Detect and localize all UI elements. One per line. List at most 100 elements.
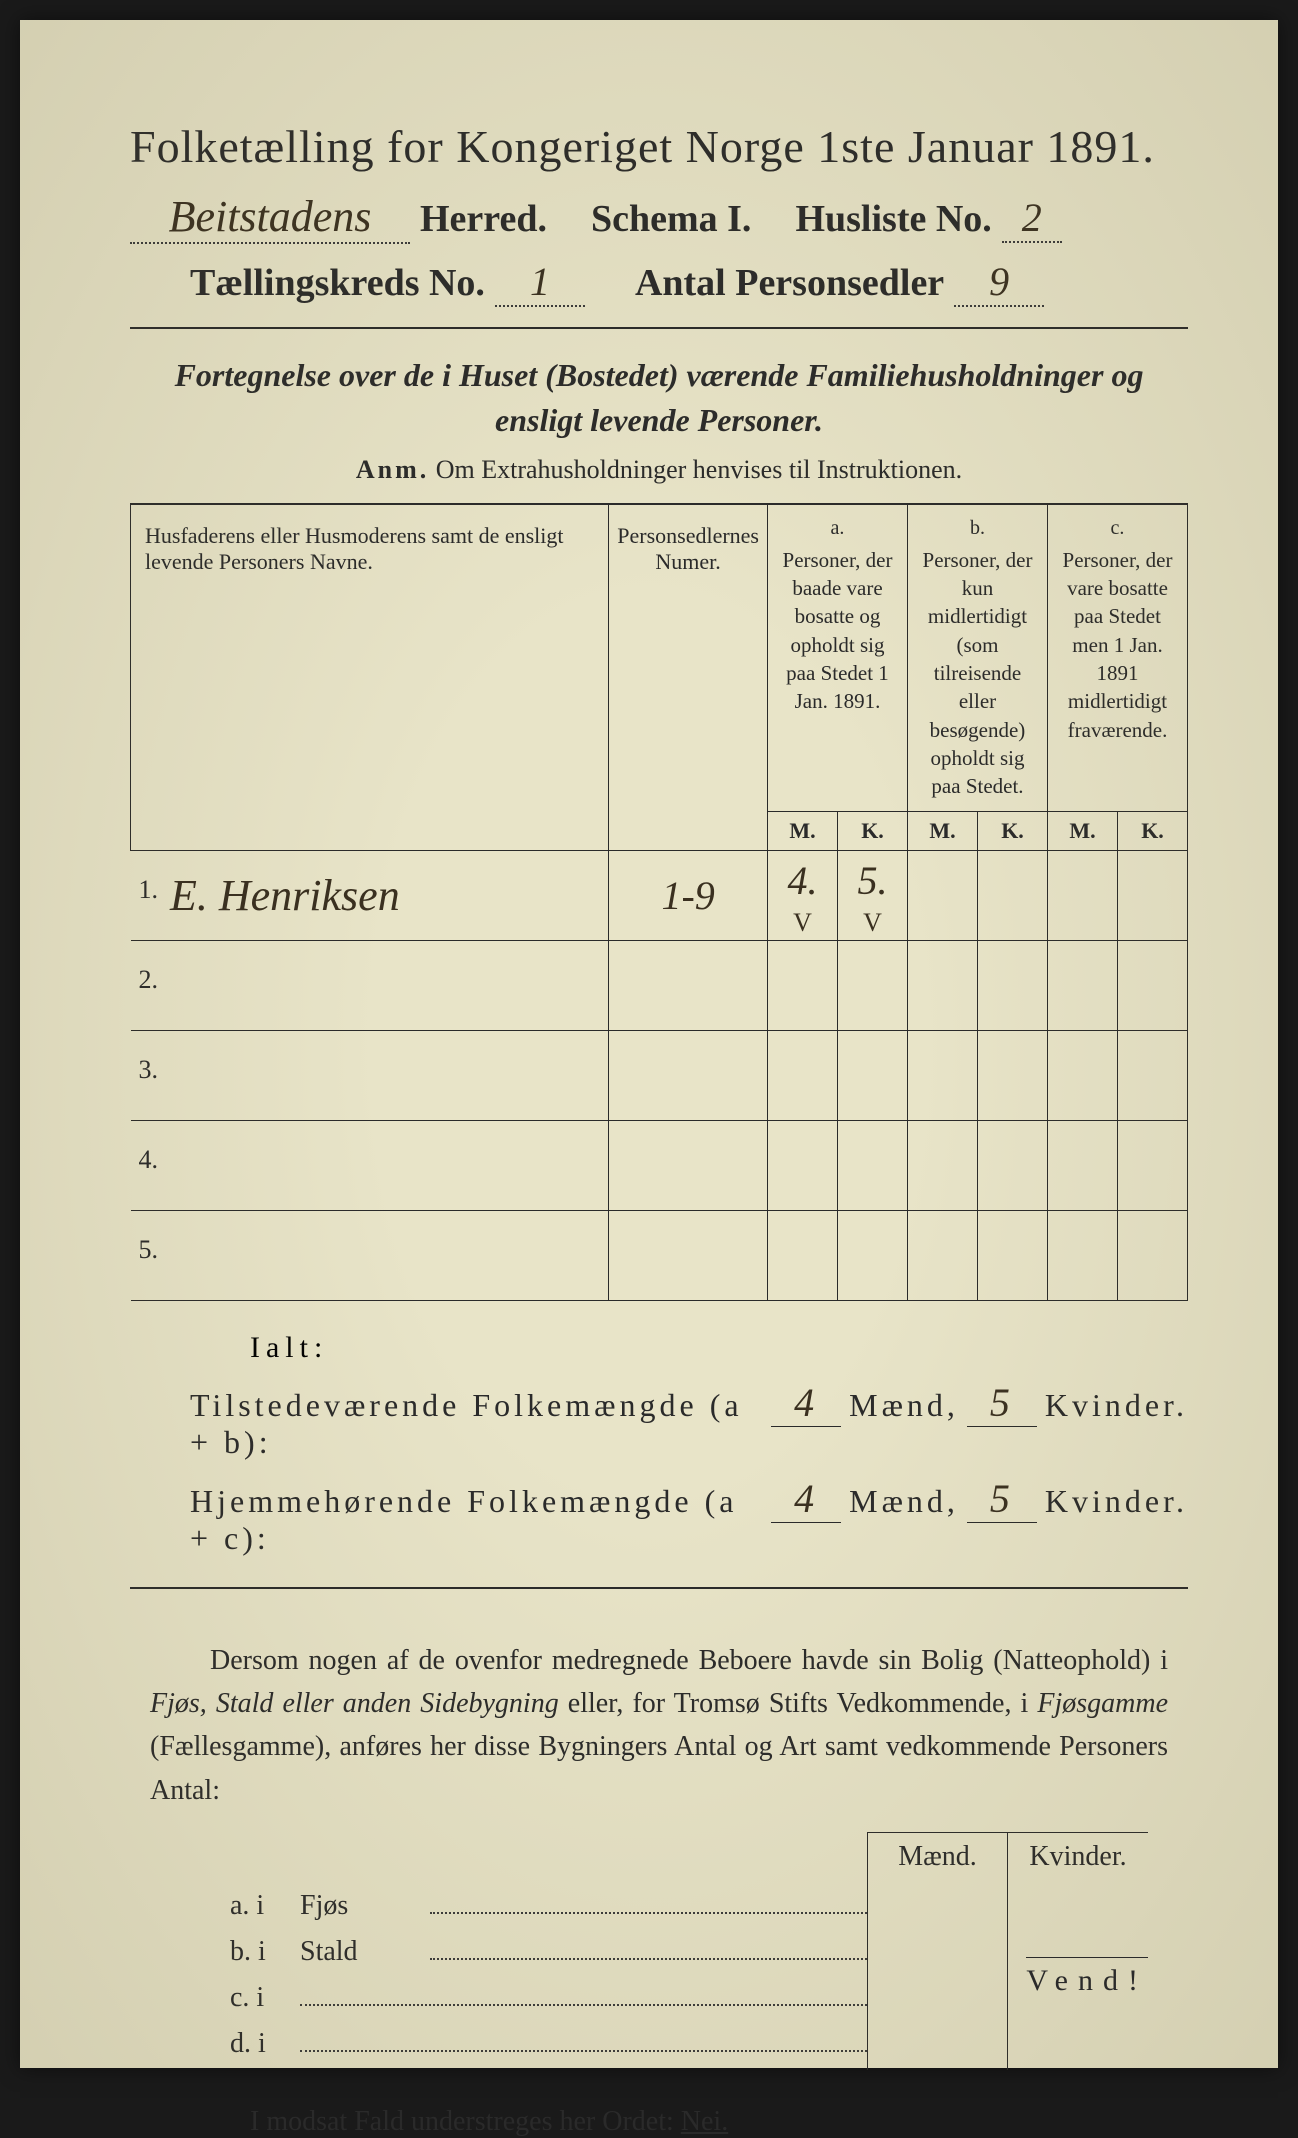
schema-label: Schema I. xyxy=(591,197,751,241)
nei-text: I modsat Fald understreges her Ordet: xyxy=(250,2106,674,2137)
cell-cm xyxy=(1048,1120,1118,1210)
row-name xyxy=(166,1030,609,1120)
row-number: 5. xyxy=(131,1210,167,1300)
bldg-letter: c. i xyxy=(230,1982,280,2014)
cell-cm xyxy=(1048,1030,1118,1120)
building-table: a. i Fjøs b. i Stald c. i d. i Mænd. Kvi… xyxy=(230,1832,1148,2070)
bldg-type: Stald xyxy=(300,1936,410,1968)
row-num-cell xyxy=(609,1030,768,1120)
para-em-2: Fjøsgamme xyxy=(1037,1688,1168,1719)
cell-ak xyxy=(838,1210,908,1300)
cell-am xyxy=(768,1120,838,1210)
col-c-k: K. xyxy=(1118,811,1188,850)
table-row: 1. E. Henriksen 1-9 4.V 5.V xyxy=(131,850,1188,940)
dotted-fill xyxy=(430,1932,867,1960)
row-number: 2. xyxy=(131,940,167,1030)
page-title: Folketælling for Kongeriget Norge 1ste J… xyxy=(130,120,1188,173)
row-number: 1. xyxy=(131,850,167,940)
row-name xyxy=(166,1120,609,1210)
bldg-letter: b. i xyxy=(230,1936,280,1968)
header-line-2: Tællingskreds No. 1 Antal Personsedler 9 xyxy=(130,258,1188,307)
cell-cm xyxy=(1048,850,1118,940)
main-table: Husfaderens eller Husmoderens samt de en… xyxy=(130,503,1188,1301)
col-a-k: K. xyxy=(838,811,908,850)
row-number: 4. xyxy=(131,1120,167,1210)
para-text-1: Dersom nogen af de ovenfor medregnede Be… xyxy=(210,1645,1168,1676)
header-line-1: Beitstadens Herred. Schema I. Husliste N… xyxy=(130,191,1188,244)
col-c-header: c. Personer, der vare bosatte paa Stedet… xyxy=(1048,504,1188,812)
row-name xyxy=(166,1210,609,1300)
cell-am: 4.V xyxy=(768,850,838,940)
col-b-m: M. xyxy=(908,811,978,850)
kreds-label: Tællingskreds No. xyxy=(190,261,485,305)
para-em-1: Fjøs, Stald eller anden Sidebygning xyxy=(150,1688,559,1719)
herred-label: Herred. xyxy=(420,197,547,241)
cell-bm xyxy=(908,1030,978,1120)
row-num-cell xyxy=(609,1210,768,1300)
totals-resident-label: Hjemmehørende Folkemængde (a + c): xyxy=(190,1483,763,1557)
cell-bm xyxy=(908,940,978,1030)
cell-bk xyxy=(978,1210,1048,1300)
anm-label: Anm. xyxy=(356,455,429,484)
building-row: a. i Fjøs xyxy=(230,1886,867,1922)
totals-present-label: Tilstedeværende Folkemængde (a + b): xyxy=(190,1387,763,1461)
table-row: 5. xyxy=(131,1210,1188,1300)
totals-resident-m: 4 xyxy=(771,1475,841,1523)
totals-resident: Hjemmehørende Folkemængde (a + c): 4 Mæn… xyxy=(190,1475,1188,1557)
row-name xyxy=(166,940,609,1030)
cell-cm xyxy=(1048,940,1118,1030)
cell-ak xyxy=(838,940,908,1030)
husliste-label: Husliste No. xyxy=(795,197,991,241)
totals-resident-k: 5 xyxy=(967,1475,1037,1523)
building-row: b. i Stald xyxy=(230,1932,867,1968)
cell-bk xyxy=(978,1030,1048,1120)
kreds-value: 1 xyxy=(495,258,585,307)
cell-ck xyxy=(1118,850,1188,940)
maend-label: Mænd, xyxy=(849,1387,959,1424)
cell-cm xyxy=(1048,1210,1118,1300)
col-name-header: Husfaderens eller Husmoderens samt de en… xyxy=(131,504,609,851)
anm-text: Om Extrahusholdninger henvises til Instr… xyxy=(436,455,962,484)
row-name: E. Henriksen xyxy=(166,850,609,940)
table-row: 2. xyxy=(131,940,1188,1030)
row-num-cell xyxy=(609,1120,768,1210)
subtitle-text: Fortegnelse over de i Huset (Bostedet) v… xyxy=(175,357,1144,438)
husliste-value: 2 xyxy=(1002,194,1062,243)
census-form-page: Folketælling for Kongeriget Norge 1ste J… xyxy=(20,20,1278,2068)
para-text-2: eller, for Tromsø Stifts Vedkommende, i xyxy=(559,1688,1038,1719)
nei-word: Nei. xyxy=(681,2106,728,2137)
cell-ak xyxy=(838,1120,908,1210)
divider xyxy=(130,327,1188,329)
maend-label: Mænd, xyxy=(849,1483,959,1520)
cell-bk xyxy=(978,940,1048,1030)
cell-bk xyxy=(978,1120,1048,1210)
table-row: 3. xyxy=(131,1030,1188,1120)
cell-ck xyxy=(1118,940,1188,1030)
building-row: c. i xyxy=(230,1978,867,2014)
row-num-cell xyxy=(609,940,768,1030)
col-b-k: K. xyxy=(978,811,1048,850)
cell-ck xyxy=(1118,1210,1188,1300)
nei-line: I modsat Fald understreges her Ordet: Ne… xyxy=(250,2106,1188,2138)
subtitle: Fortegnelse over de i Huset (Bostedet) v… xyxy=(170,353,1148,443)
dotted-fill xyxy=(300,1978,867,2006)
divider xyxy=(130,1587,1188,1589)
col-num-header: Personsedlernes Numer. xyxy=(609,504,768,851)
building-rows: a. i Fjøs b. i Stald c. i d. i xyxy=(230,1832,867,2070)
col-c-m: M. xyxy=(1048,811,1118,850)
herred-value: Beitstadens xyxy=(130,191,410,244)
totals-present-k: 5 xyxy=(967,1379,1037,1427)
cell-am xyxy=(768,1210,838,1300)
antal-label: Antal Personsedler xyxy=(635,261,944,305)
building-row: d. i xyxy=(230,2024,867,2060)
totals-present: Tilstedeværende Folkemængde (a + b): 4 M… xyxy=(190,1379,1188,1461)
cell-ck xyxy=(1118,1120,1188,1210)
bldg-col-maend: Mænd. xyxy=(868,1833,1008,2070)
kvinder-label: Kvinder. xyxy=(1045,1483,1188,1520)
totals-present-m: 4 xyxy=(771,1379,841,1427)
col-a-m: M. xyxy=(768,811,838,850)
cell-am xyxy=(768,940,838,1030)
table-row: 4. xyxy=(131,1120,1188,1210)
row-num-cell: 1-9 xyxy=(609,850,768,940)
antal-value: 9 xyxy=(954,258,1044,307)
